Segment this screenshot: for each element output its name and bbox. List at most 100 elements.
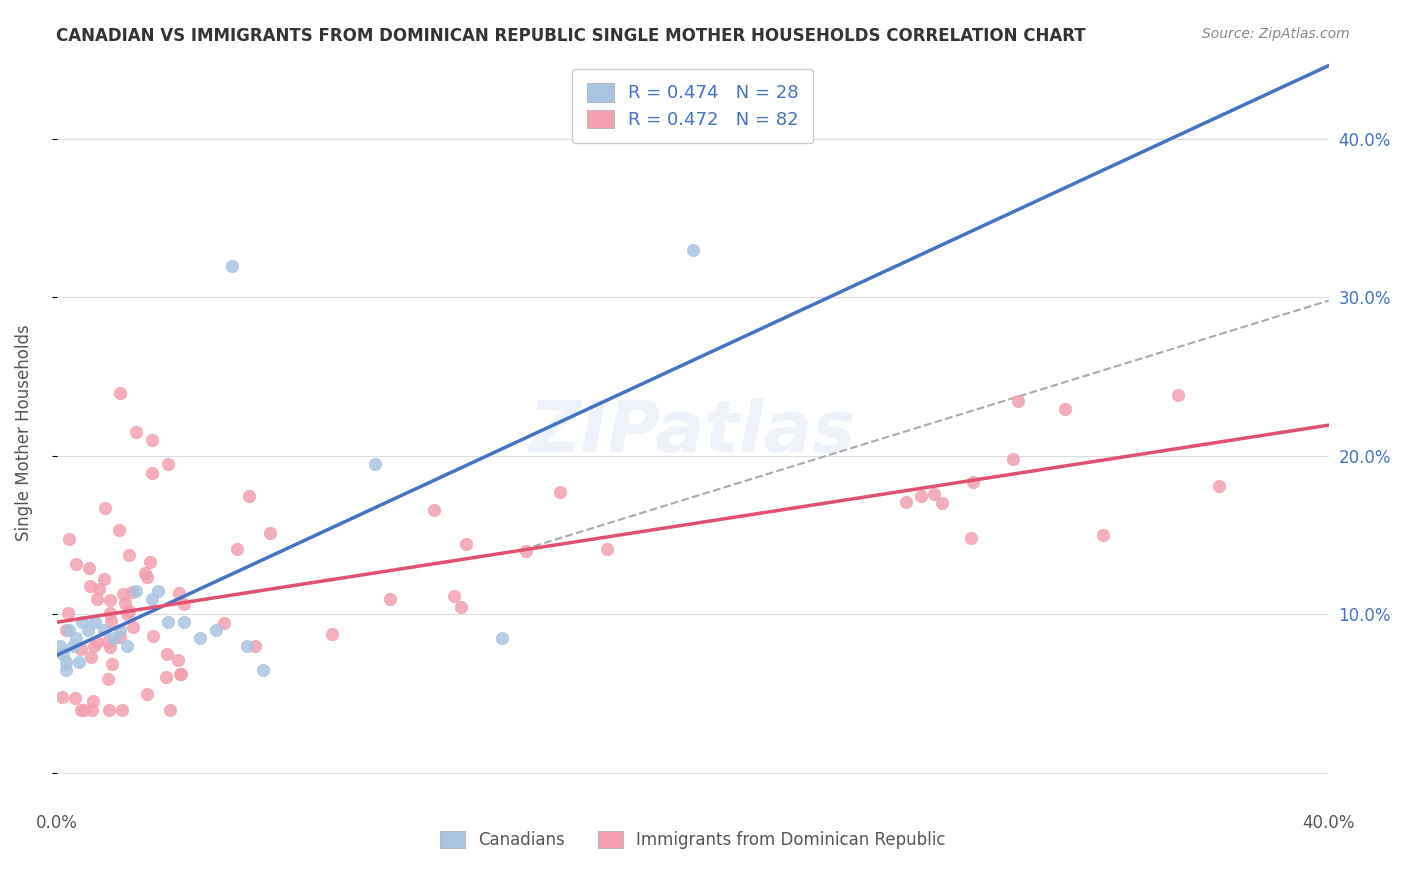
- Point: [156, 615, 179, 630]
- Point: [65, 631, 87, 645]
- Point: [139, 555, 162, 569]
- Point: [100, 657, 122, 671]
- Point: [259, 525, 281, 540]
- Point: [121, 585, 143, 599]
- Point: [49, 639, 72, 653]
- Point: [70, 615, 93, 630]
- Point: [236, 639, 259, 653]
- Point: [170, 666, 193, 681]
- Point: [1092, 528, 1115, 542]
- Text: Source: ZipAtlas.com: Source: ZipAtlas.com: [1202, 27, 1350, 41]
- Point: [70, 702, 93, 716]
- Point: [226, 541, 249, 556]
- Point: [159, 702, 181, 716]
- Point: [98, 592, 121, 607]
- Point: [169, 667, 191, 681]
- Point: [141, 433, 163, 447]
- Point: [596, 541, 619, 556]
- Point: [148, 583, 170, 598]
- Point: [77, 561, 100, 575]
- Point: [135, 687, 157, 701]
- Point: [450, 599, 472, 614]
- Point: [100, 614, 122, 628]
- Point: [110, 385, 132, 400]
- Point: [108, 523, 131, 537]
- Point: [93, 624, 115, 638]
- Point: [221, 259, 243, 273]
- Point: [238, 489, 260, 503]
- Point: [894, 495, 917, 509]
- Point: [114, 596, 136, 610]
- Point: [156, 647, 179, 661]
- Point: [422, 503, 444, 517]
- Point: [125, 425, 148, 439]
- Point: [378, 591, 401, 606]
- Point: [83, 615, 105, 630]
- Point: [80, 649, 103, 664]
- Point: [125, 583, 148, 598]
- Point: [931, 496, 953, 510]
- Point: [55, 655, 77, 669]
- Legend: R = 0.474   N = 28, R = 0.472   N = 82: R = 0.474 N = 28, R = 0.472 N = 82: [572, 69, 813, 144]
- Text: ZIPatlas: ZIPatlas: [529, 398, 856, 467]
- Point: [136, 569, 159, 583]
- Point: [167, 586, 190, 600]
- Point: [79, 579, 101, 593]
- Point: [1053, 401, 1076, 416]
- Point: [98, 640, 121, 654]
- Point: [491, 631, 513, 645]
- Point: [70, 642, 93, 657]
- Point: [173, 597, 195, 611]
- Point: [110, 702, 132, 716]
- Point: [67, 655, 90, 669]
- Point: [321, 627, 343, 641]
- Point: [65, 557, 87, 571]
- Point: [173, 615, 195, 630]
- Point: [156, 457, 179, 471]
- Point: [58, 624, 80, 638]
- Point: [97, 635, 120, 649]
- Point: [100, 606, 122, 620]
- Point: [188, 631, 211, 645]
- Point: [112, 586, 135, 600]
- Point: [134, 566, 156, 581]
- Point: [960, 531, 983, 545]
- Point: [141, 467, 163, 481]
- Point: [204, 624, 226, 638]
- Point: [245, 639, 267, 653]
- Point: [89, 582, 111, 596]
- Point: [252, 663, 274, 677]
- Point: [55, 624, 77, 638]
- Point: [86, 591, 108, 606]
- Point: [58, 607, 80, 621]
- Point: [110, 624, 132, 638]
- Y-axis label: Single Mother Households: Single Mother Households: [15, 324, 32, 541]
- Point: [55, 663, 77, 677]
- Point: [103, 631, 125, 645]
- Point: [1002, 452, 1025, 467]
- Point: [83, 640, 105, 654]
- Point: [515, 544, 537, 558]
- Text: CANADIAN VS IMMIGRANTS FROM DOMINICAN REPUBLIC SINGLE MOTHER HOUSEHOLDS CORRELAT: CANADIAN VS IMMIGRANTS FROM DOMINICAN RE…: [56, 27, 1085, 45]
- Point: [363, 457, 385, 471]
- Point: [910, 489, 932, 503]
- Point: [63, 691, 86, 706]
- Point: [86, 635, 108, 649]
- Point: [93, 572, 115, 586]
- Point: [51, 690, 73, 704]
- Point: [118, 548, 141, 562]
- Point: [167, 653, 190, 667]
- Point: [73, 702, 96, 716]
- Point: [1167, 388, 1189, 402]
- Point: [155, 670, 177, 684]
- Point: [142, 629, 165, 643]
- Point: [454, 537, 477, 551]
- Point: [77, 624, 100, 638]
- Point: [962, 475, 984, 489]
- Point: [548, 485, 571, 500]
- Point: [212, 615, 235, 630]
- Point: [82, 694, 104, 708]
- Point: [115, 639, 138, 653]
- Point: [115, 607, 138, 622]
- Point: [141, 591, 163, 606]
